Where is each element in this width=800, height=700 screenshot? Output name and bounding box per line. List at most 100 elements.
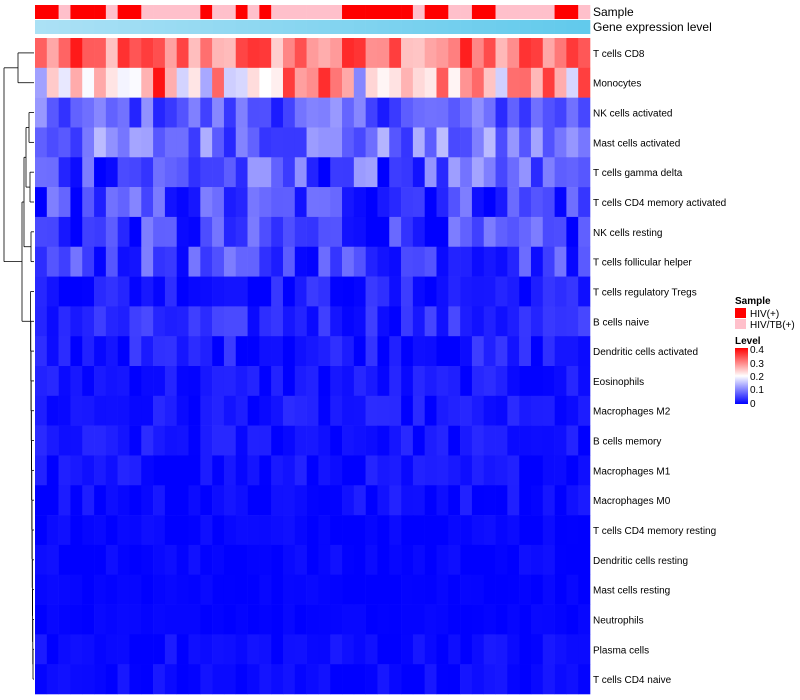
heatmap-cell: [247, 664, 260, 695]
heatmap-cell: [117, 634, 130, 665]
heatmap-cell: [188, 395, 201, 426]
heatmap-cell: [377, 485, 390, 516]
heatmap-cell: [377, 664, 390, 695]
heatmap-cell: [82, 366, 95, 397]
heatmap-cell: [460, 336, 473, 367]
heatmap-cell: [58, 515, 71, 546]
heatmap-cell: [365, 306, 378, 337]
heatmap-cell: [235, 515, 248, 546]
heatmap-cell: [412, 664, 425, 695]
heatmap-cell: [460, 664, 473, 695]
heatmap-cell: [471, 157, 485, 188]
heatmap-cell: [271, 485, 284, 516]
heatmap-cell: [105, 425, 118, 456]
heatmap-cell: [530, 634, 544, 665]
heatmap-cell: [70, 366, 83, 397]
heatmap-cell: [471, 366, 485, 397]
heatmap-cell: [212, 634, 225, 665]
heatmap-cell: [436, 127, 449, 158]
heatmap-cell: [212, 216, 225, 248]
heatmap-cell: [306, 336, 319, 367]
heatmap-cell: [306, 216, 319, 248]
heatmap-cell: [306, 366, 319, 397]
heatmap-cell: [176, 485, 189, 516]
heatmap-cell: [519, 544, 532, 576]
heatmap-cell: [188, 604, 201, 635]
heatmap-cell: [247, 455, 260, 486]
heatmap-cell: [424, 366, 437, 397]
heatmap-cell: [235, 336, 248, 367]
heatmap-cell: [460, 157, 473, 188]
heatmap-cell: [271, 574, 284, 605]
expression-annotation-cell: [471, 20, 485, 34]
heatmap-cell: [448, 574, 461, 605]
heatmap-cell: [58, 544, 71, 576]
heatmap-cell: [507, 276, 520, 307]
heatmap-cell: [318, 604, 331, 635]
heatmap-cell: [436, 67, 449, 98]
heatmap-cell: [46, 664, 59, 695]
heatmap-cell: [330, 515, 343, 546]
expression-annotation-cell: [153, 20, 166, 34]
heatmap-cell: [495, 127, 508, 158]
heatmap-cell: [542, 127, 555, 158]
heatmap-cell: [46, 276, 59, 307]
heatmap-cell: [235, 634, 248, 665]
heatmap-cell: [554, 366, 567, 397]
heatmap-cell: [318, 157, 331, 188]
heatmap-cell: [530, 455, 544, 486]
heatmap-cell: [35, 574, 48, 605]
heatmap-cell: [519, 157, 532, 188]
heatmap-cell: [495, 187, 508, 218]
heatmap-cell: [282, 306, 296, 337]
heatmap-cell: [318, 306, 331, 337]
heatmap-cell: [176, 664, 189, 695]
heatmap-cell: [212, 38, 225, 69]
heatmap-cell: [117, 216, 130, 248]
heatmap-cell: [105, 246, 118, 277]
expression-annotation-cell: [306, 20, 319, 34]
heatmap-cell: [247, 157, 260, 188]
heatmap-cell: [141, 604, 154, 635]
heatmap-cell: [129, 455, 142, 486]
heatmap-cell: [554, 216, 567, 248]
heatmap-cell: [436, 306, 449, 337]
legend-level: Level 0.4 0.3 0.2 0.1 0: [735, 336, 764, 410]
heatmap-cell: [554, 515, 567, 546]
heatmap-cell: [35, 485, 48, 516]
heatmap-cell: [200, 366, 213, 397]
heatmap-cell: [235, 157, 248, 188]
heatmap-cell: [448, 485, 461, 516]
heatmap-cell: [412, 38, 425, 69]
heatmap-cell: [389, 455, 402, 486]
heatmap-cell: [471, 306, 485, 337]
sample-annotation-cell: [401, 5, 414, 19]
heatmap-cell: [141, 127, 154, 158]
heatmap-cell: [82, 395, 95, 426]
sample-annotation-cell: [35, 5, 48, 19]
heatmap-cell: [330, 97, 343, 128]
heatmap-cell: [507, 187, 520, 218]
sample-annotation-cell: [436, 5, 449, 19]
heatmap-cell: [436, 336, 449, 367]
heatmap-cell: [401, 604, 414, 635]
heatmap-cell: [82, 246, 95, 277]
heatmap-cell: [105, 634, 118, 665]
heatmap-cell: [117, 67, 130, 98]
heatmap-cell: [223, 97, 237, 128]
heatmap-cell: [282, 97, 296, 128]
heatmap-cell: [495, 544, 508, 576]
heatmap-cell: [389, 336, 402, 367]
heatmap-cell: [306, 97, 319, 128]
heatmap-cell: [282, 515, 296, 546]
heatmap-cell: [212, 97, 225, 128]
heatmap-cell: [318, 276, 331, 307]
heatmap-cell: [306, 604, 319, 635]
heatmap-cell: [94, 216, 107, 248]
heatmap-cell: [483, 306, 496, 337]
heatmap-cell: [35, 276, 48, 307]
heatmap-cell: [35, 187, 48, 218]
heatmap-cell: [117, 574, 130, 605]
heatmap-cell: [235, 67, 248, 98]
